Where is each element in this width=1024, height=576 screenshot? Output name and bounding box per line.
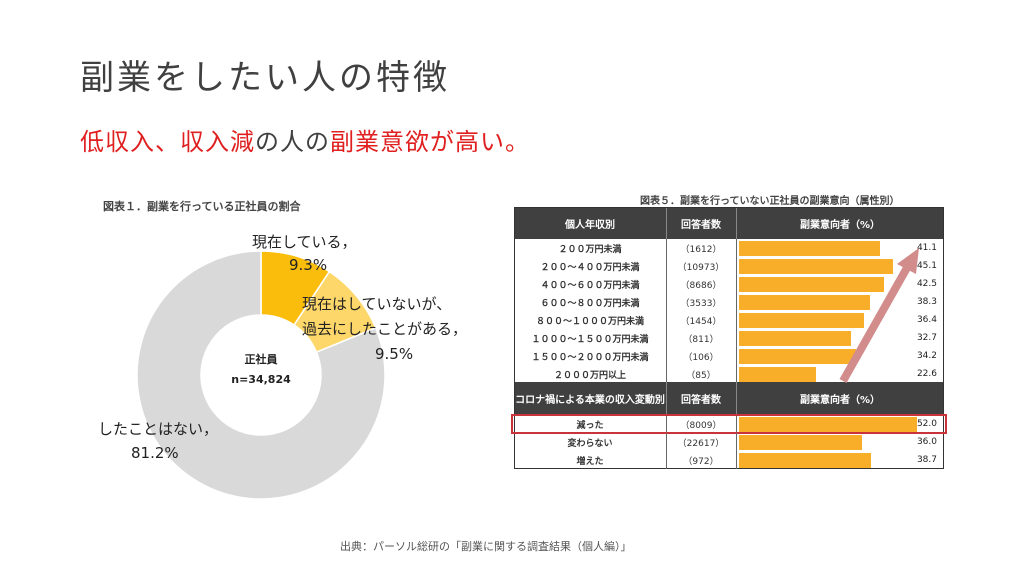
cell-category: ２００万円未満 <box>558 244 622 255</box>
trend-arrow-head <box>897 248 919 274</box>
header-category: 個人年収別 <box>565 220 615 231</box>
intent-bar <box>739 349 857 364</box>
intent-bar <box>739 367 817 382</box>
cell-respondents: （1612） <box>680 244 722 255</box>
slice-never <box>136 250 386 500</box>
intent-bar <box>739 277 885 292</box>
cell-category: ４００～６００万円未満 <box>540 280 640 291</box>
table-row: ２００～４００万円未満 （10973） 45.1 <box>515 257 943 275</box>
table-row: ２０００万円以上 （85） 22.6 <box>515 365 943 383</box>
cell-category: ６００～８００万円未満 <box>540 298 640 309</box>
cell-category: ８００～１０００万円未満 <box>535 316 644 327</box>
slice-value-never: 81.2% <box>131 444 179 462</box>
table-row: ２００万円未満 （1612） 41.1 <box>515 239 943 257</box>
bar-value-label: 52.0 <box>916 419 937 429</box>
bar-value-label: 42.5 <box>916 279 937 289</box>
subtitle-connector: の人の <box>255 128 330 156</box>
intent-bar <box>739 435 863 450</box>
trend-arrow <box>839 248 919 383</box>
intent-bar <box>739 331 851 346</box>
intent-bar <box>739 417 917 432</box>
source-citation: 出典：パーソル総研の「副業に関する調査結果（個人編）」 <box>340 540 632 553</box>
bar-value-label: 38.3 <box>916 297 937 307</box>
table-row: 増えた （972） 38.7 <box>515 451 943 469</box>
bar-value-label: 36.0 <box>916 437 937 447</box>
intent-bar <box>739 295 871 310</box>
donut-chart-title: 図表１．副業を行っている正社員の割合 <box>103 200 301 213</box>
bar-value-label: 45.1 <box>916 261 937 271</box>
header-respondents: 回答者数 <box>681 395 721 406</box>
bar-value-label: 41.1 <box>916 243 937 253</box>
header-intent: 副業意向者（%） <box>799 220 881 231</box>
slide-title: 副業をしたい人の特徴 <box>80 58 450 98</box>
cell-respondents: （3533） <box>680 298 722 309</box>
cell-respondents: （1454） <box>680 316 722 327</box>
table-row: １０００～１５００万円未満 （811） 32.7 <box>515 329 943 347</box>
header-category: コロナ禍による本業の収入変動別 <box>515 395 665 406</box>
cell-category: 変わらない <box>567 438 613 449</box>
cell-respondents: （10973） <box>677 262 725 273</box>
intent-bar <box>739 313 864 328</box>
income-intent-table: 個人年収別 回答者数 副業意向者（%） ２００万円未満 （1612） 41.1 ２００～４０… <box>511 207 947 469</box>
cell-category: ２００～４００万円未満 <box>540 262 640 273</box>
table-row: ６００～８００万円未満 （3533） 38.3 <box>515 293 943 311</box>
table-row: ８００～１０００万円未満 （1454） 36.4 <box>515 311 943 329</box>
table-row: １５００～２０００万円未満 （106） 34.2 <box>515 347 943 365</box>
header-intent: 副業意向者（%） <box>799 395 881 406</box>
slice-label-never: したことはない， <box>98 420 219 438</box>
bar-value-label: 32.7 <box>916 333 937 343</box>
cell-category: １０００～１５００万円未満 <box>531 334 649 345</box>
slide-subtitle: 低収入、収入減の人の副業意欲が高い。 <box>80 122 530 157</box>
subtitle-highlight-1: 低収入、収入減 <box>80 128 255 156</box>
table-row: 減った （8009） 52.0 <box>515 415 943 433</box>
cell-respondents: （972） <box>683 456 719 467</box>
table-header-row: コロナ禍による本業の収入変動別 回答者数 副業意向者（%） <box>515 382 943 415</box>
cell-category: ２０００万円以上 <box>553 370 626 381</box>
slice-label-current: 現在している， <box>252 233 357 251</box>
cell-respondents: （106） <box>683 352 719 363</box>
slice-value-past: 9.5% <box>375 345 414 363</box>
intent-bar <box>739 453 872 468</box>
header-respondents: 回答者数 <box>681 220 721 231</box>
cell-category: １５００～２０００万円未満 <box>531 352 649 363</box>
table-chart-title: 図表５．副業を行っていない正社員の副業意向（属性別） <box>640 196 900 207</box>
intent-bar <box>739 241 880 256</box>
bar-value-label: 36.4 <box>916 315 937 325</box>
slice-label-past-line-2: 過去にしたことがある， <box>302 320 468 338</box>
table-row: ４００～６００万円未満 （8686） 42.5 <box>515 275 943 293</box>
cell-respondents: （8009） <box>680 420 722 431</box>
subtitle-highlight-2: 副業意欲が高い。 <box>330 128 530 156</box>
bar-value-label: 34.2 <box>916 351 937 361</box>
cell-respondents: （811） <box>683 334 719 345</box>
donut-center-label: 正社員 n=34,824 <box>200 350 322 390</box>
table-header-row: 個人年収別 回答者数 副業意向者（%） <box>515 208 943 239</box>
intent-bar <box>739 259 894 274</box>
cell-respondents: （85） <box>686 370 716 381</box>
cell-respondents: （8686） <box>680 280 722 291</box>
trend-arrow-shaft <box>839 264 912 383</box>
bar-value-label: 22.6 <box>916 369 937 379</box>
cell-category: 減った <box>576 420 604 431</box>
cell-category: 増えた <box>576 456 604 467</box>
cell-respondents: （22617） <box>677 438 725 449</box>
slice-value-current: 9.3% <box>289 256 328 274</box>
center-label-line-2: n=34,824 <box>231 373 291 386</box>
table-row: 変わらない （22617） 36.0 <box>515 433 943 451</box>
highlight-box <box>511 414 947 434</box>
slice-label-past-line-1: 現在はしていないが、 <box>302 295 452 313</box>
bar-value-label: 38.7 <box>916 455 937 465</box>
center-label-line-1: 正社員 <box>244 353 278 366</box>
